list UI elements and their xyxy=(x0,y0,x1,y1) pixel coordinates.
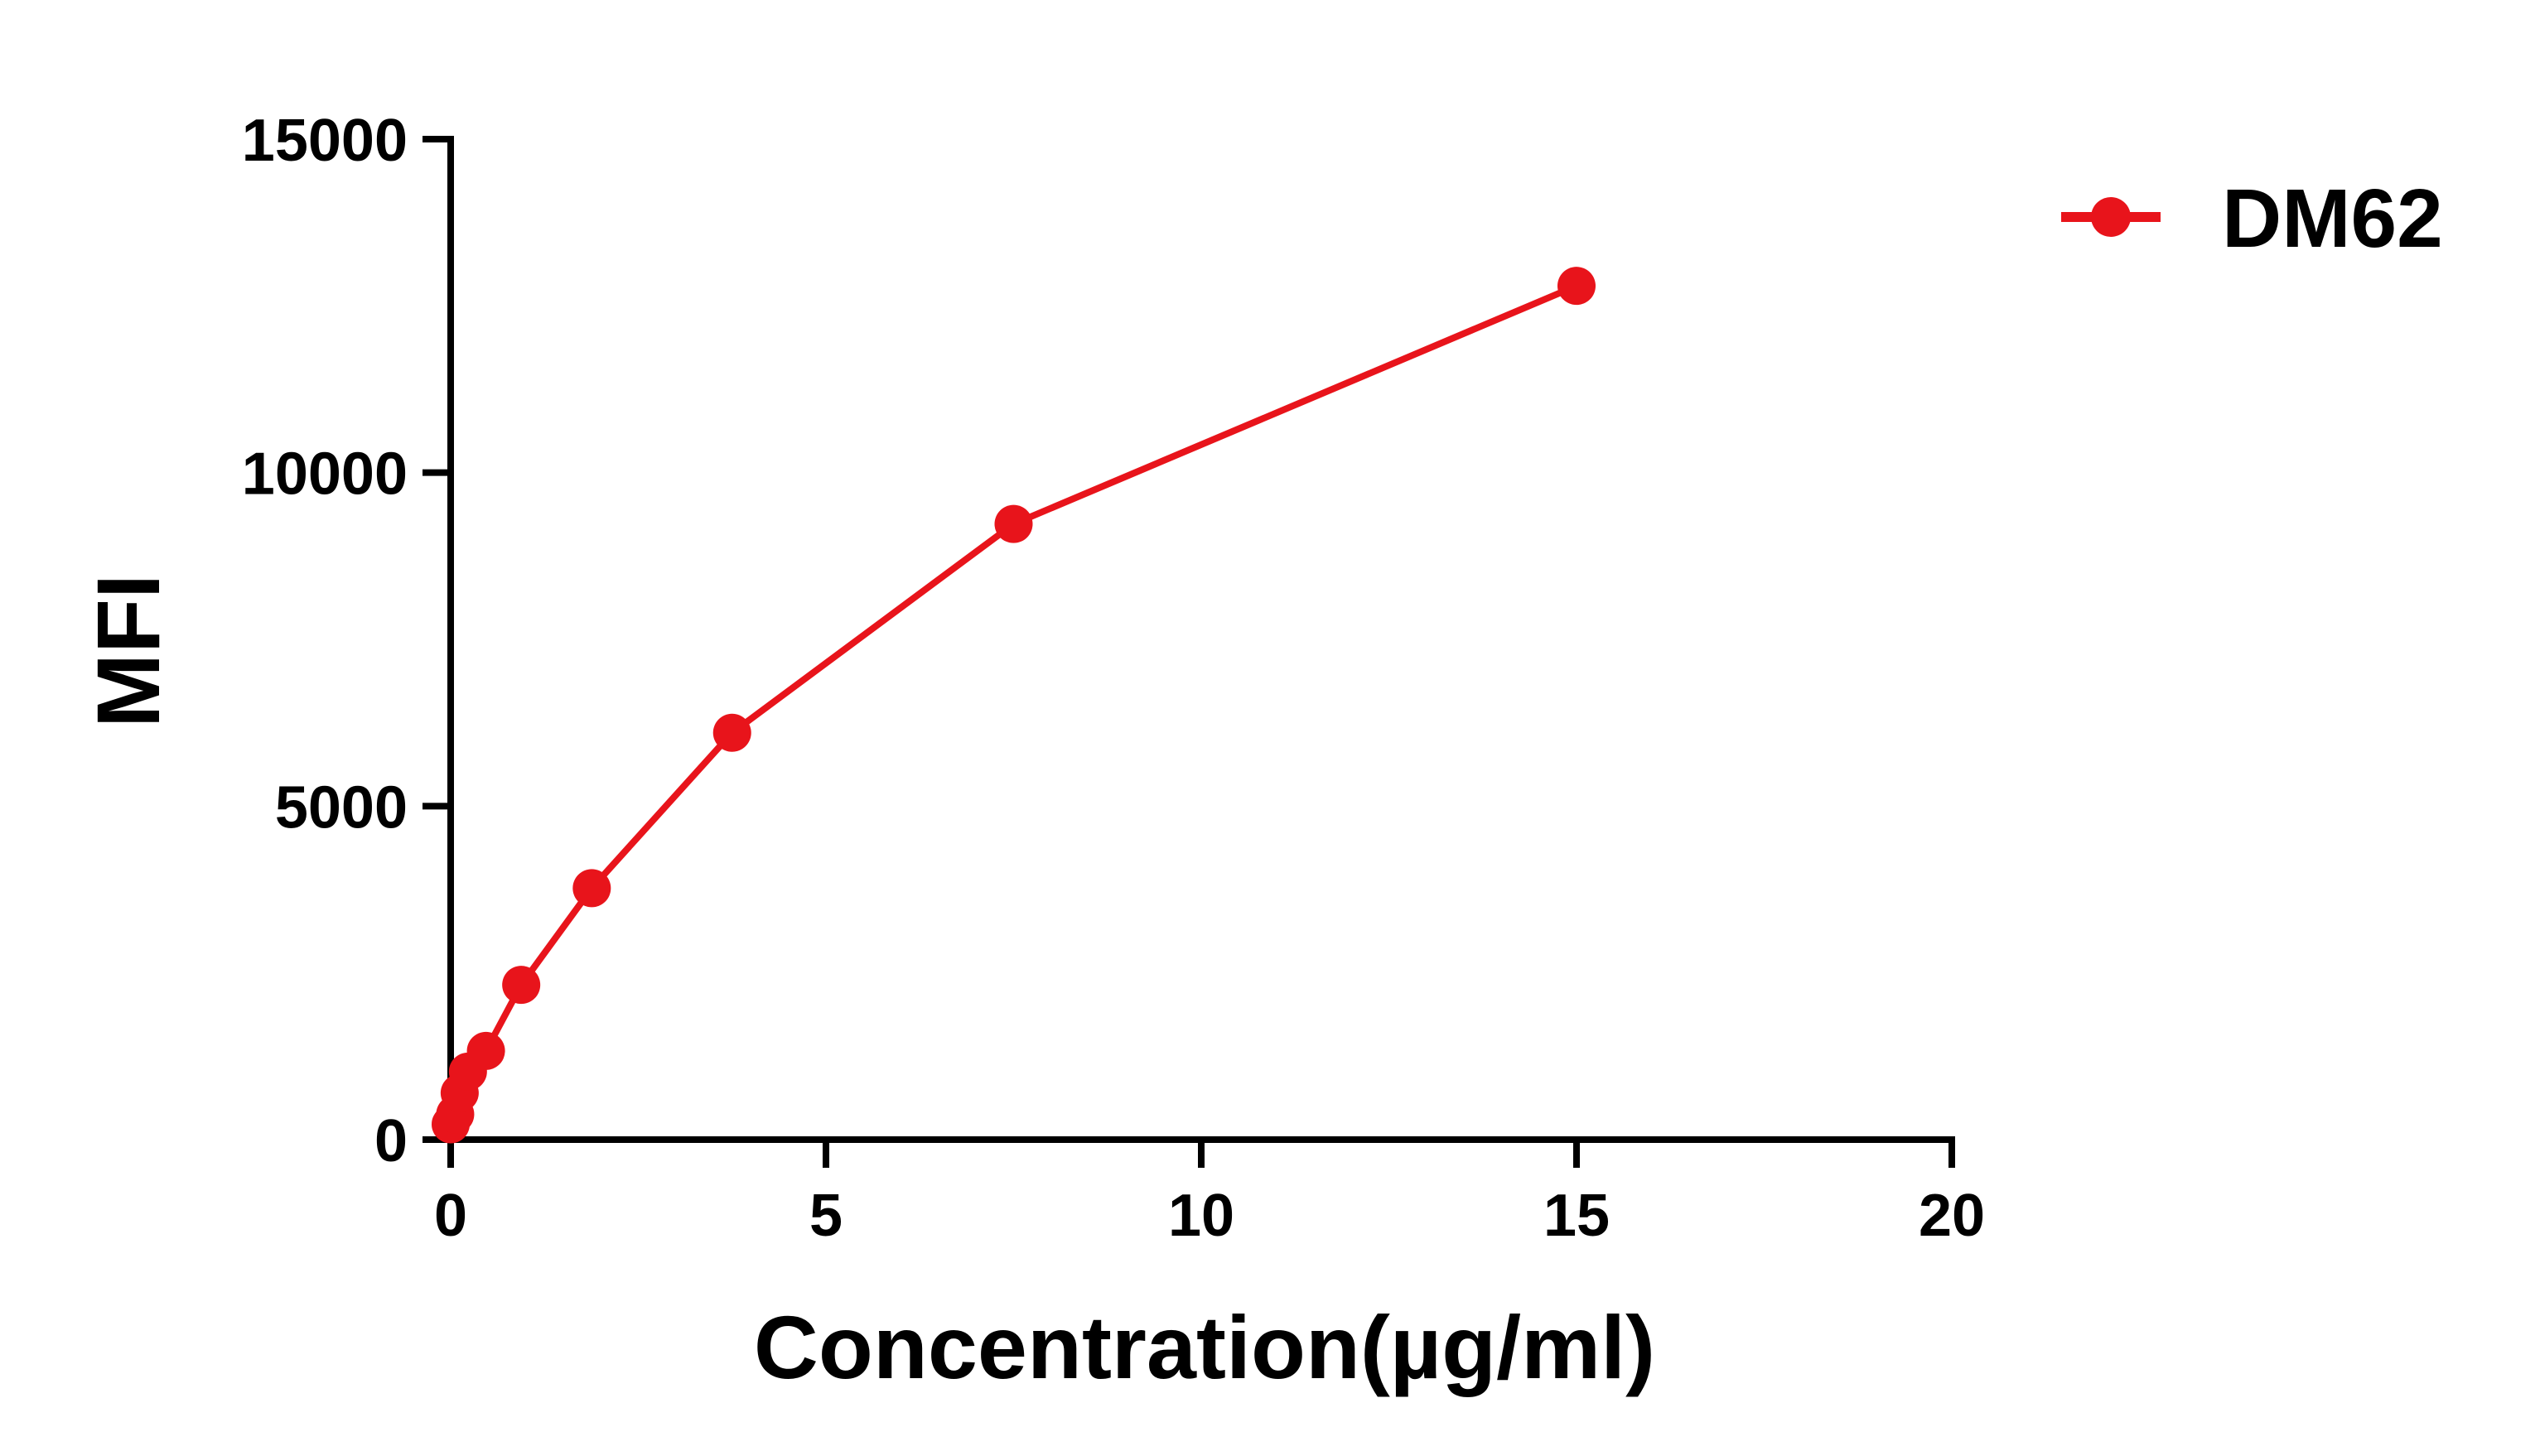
y-ticks: 0 5000 10000 15000 xyxy=(242,108,451,1174)
x-tick-label: 0 xyxy=(434,1183,467,1249)
y-axis: 0 5000 10000 15000 xyxy=(242,108,454,1174)
data-point xyxy=(502,966,541,1005)
data-point xyxy=(572,869,611,908)
series-line xyxy=(447,282,1578,1126)
x-tick-label: 15 xyxy=(1543,1183,1610,1249)
x-axis: 0 5 10 15 20 xyxy=(434,1136,1985,1249)
x-axis-title: Concentration(µg/ml) xyxy=(754,1297,1655,1397)
legend-marker xyxy=(2091,197,2131,237)
y-tick-label: 10000 xyxy=(242,441,408,508)
x-tick-label: 10 xyxy=(1168,1183,1234,1249)
data-point xyxy=(466,1031,505,1070)
series-layer xyxy=(432,267,1596,1144)
legend-label: DM62 xyxy=(2222,172,2443,265)
x-ticks: 0 5 10 15 20 xyxy=(434,1140,1985,1249)
x-tick-label: 5 xyxy=(809,1183,843,1249)
y-tick-label: 15000 xyxy=(242,108,408,174)
legend: DM62 xyxy=(2061,172,2443,265)
x-tick-label: 20 xyxy=(1919,1183,1985,1249)
y-tick-label: 0 xyxy=(374,1108,408,1174)
data-point xyxy=(994,504,1033,543)
y-axis-title: MFI xyxy=(78,574,178,728)
data-point xyxy=(1557,267,1596,306)
data-point xyxy=(712,713,751,752)
y-tick-label: 5000 xyxy=(275,774,408,841)
